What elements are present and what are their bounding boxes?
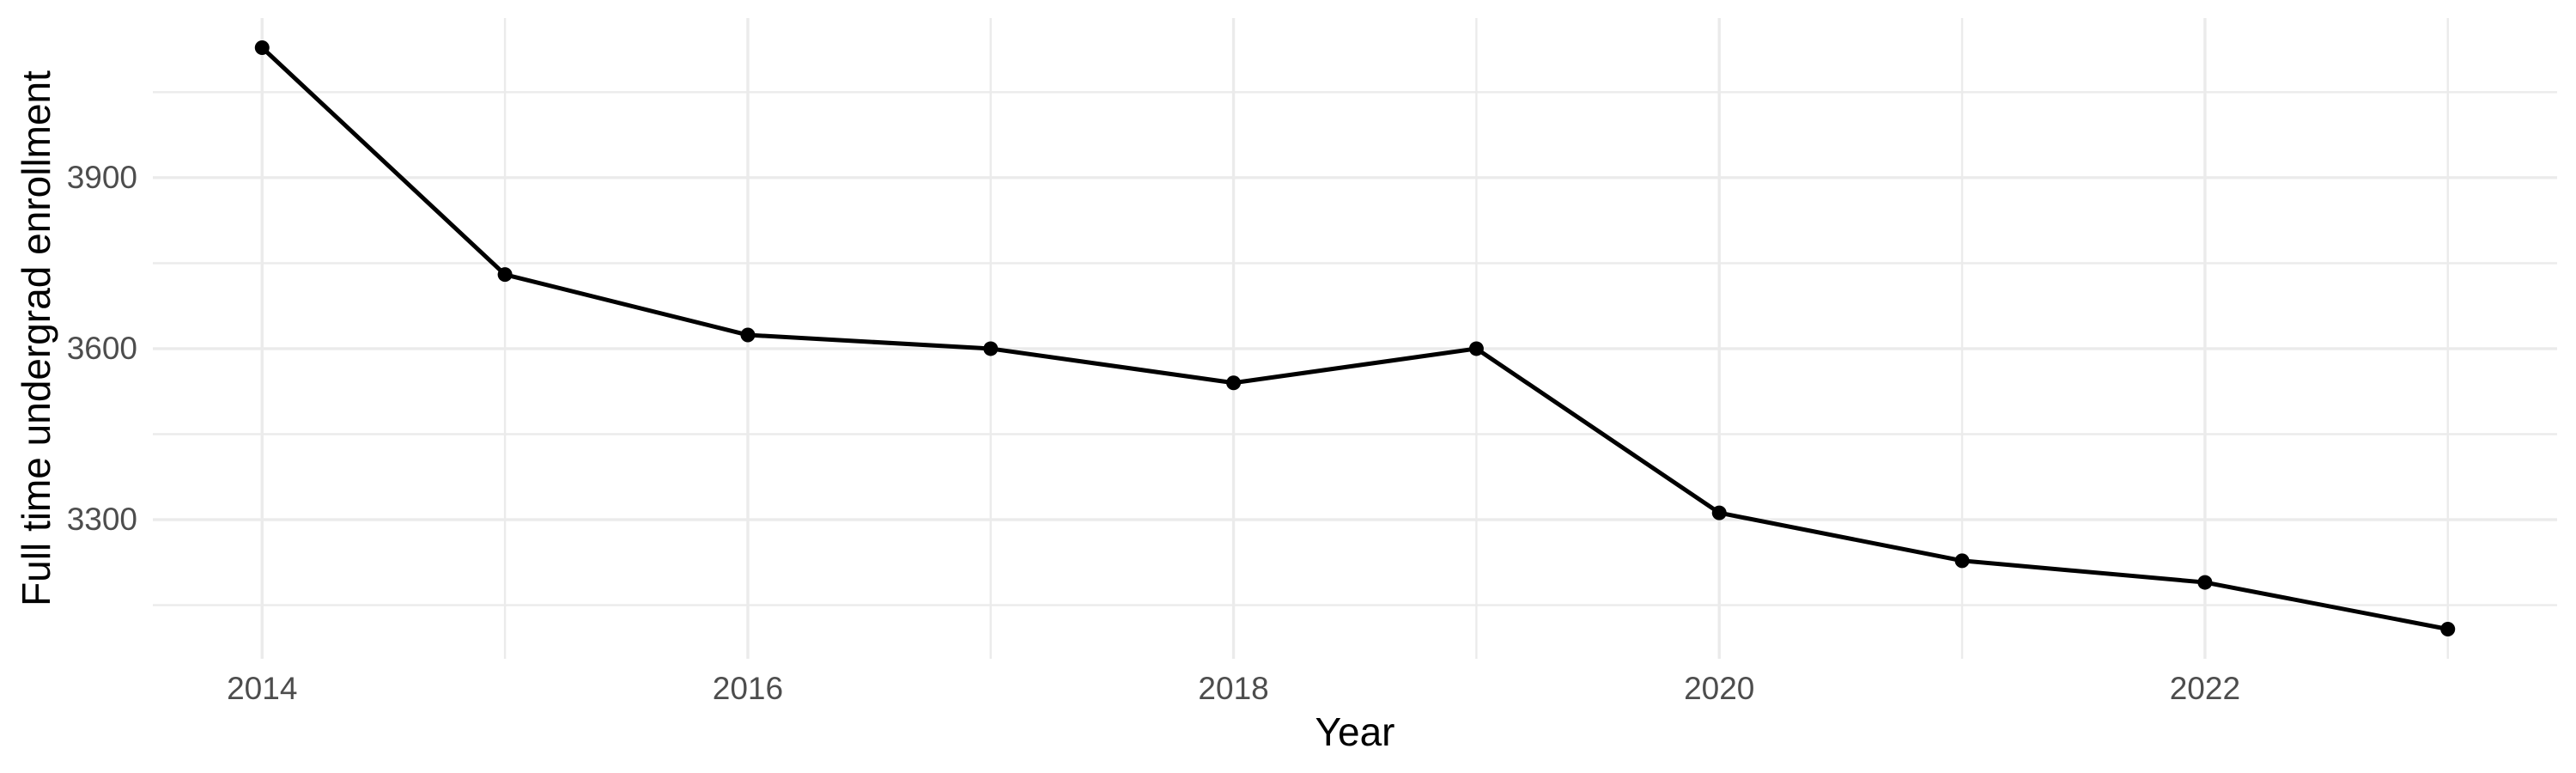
data-point-2014 — [254, 40, 270, 56]
data-point-2016 — [740, 327, 756, 343]
data-point-2021 — [1954, 553, 1970, 569]
x-tick-label-2020: 2020 — [1684, 671, 1755, 706]
x-tick-label-2014: 2014 — [227, 671, 298, 706]
data-point-2015 — [497, 267, 513, 283]
data-point-2020 — [1711, 505, 1727, 520]
y-tick-label-3900: 3900 — [66, 159, 137, 195]
data-point-2019 — [1468, 341, 1484, 356]
enrollment-line — [260, 46, 2449, 631]
x-axis-title: Year — [1315, 709, 1395, 754]
x-tick-label-2016: 2016 — [712, 671, 784, 706]
y-tick-label-3300: 3300 — [66, 502, 137, 538]
data-point-2018 — [1226, 375, 1242, 391]
y-tick-label-3600: 3600 — [66, 330, 137, 366]
x-tick-label-2022: 2022 — [2169, 671, 2241, 706]
data-point-2023 — [2440, 621, 2456, 636]
data-point-2017 — [983, 341, 999, 356]
x-tick-label-2018: 2018 — [1198, 671, 1269, 706]
y-axis-title: Full time undergrad enrollment — [14, 70, 58, 606]
data-point-2022 — [2197, 575, 2213, 590]
